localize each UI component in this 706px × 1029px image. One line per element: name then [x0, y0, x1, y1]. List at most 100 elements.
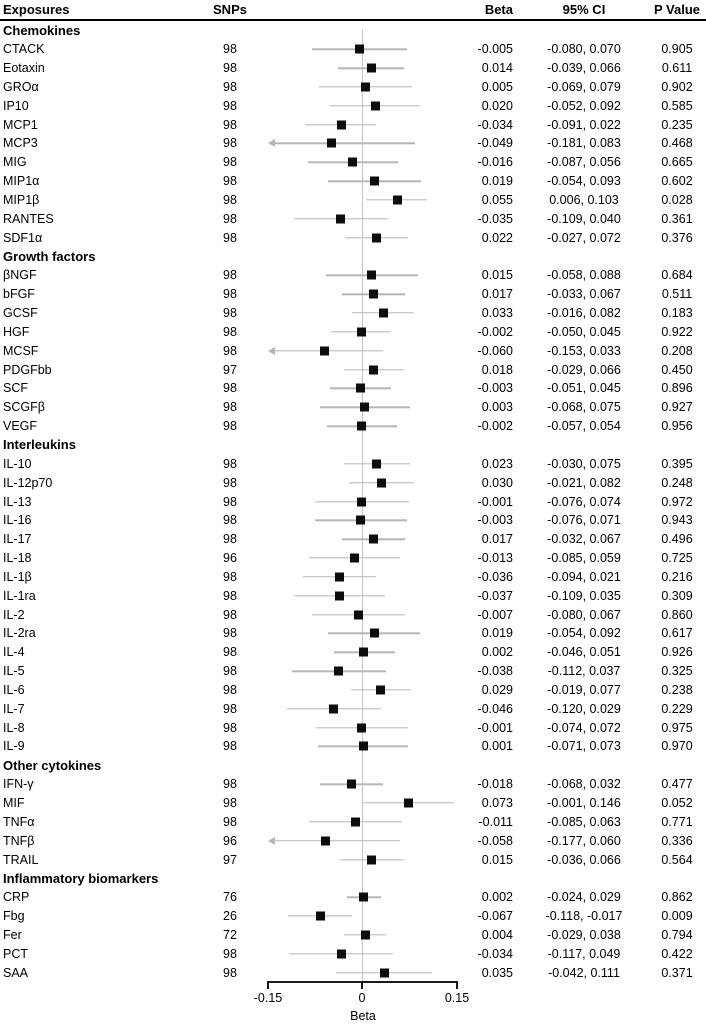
ci-value: -0.050, 0.045	[547, 324, 621, 339]
p-value: 0.902	[661, 79, 693, 94]
ci-value: -0.112, 0.037	[547, 664, 621, 679]
snps-value: 98	[223, 211, 237, 226]
table-row: CTACK 98 -0.005 -0.080, 0.070 0.905	[0, 40, 706, 59]
p-value: 0.309	[661, 588, 693, 603]
beta-point-marker	[334, 666, 344, 676]
ci-value: -0.024, 0.029	[547, 890, 621, 905]
ci-value: -0.019, 0.077	[547, 682, 621, 697]
p-value: 0.927	[661, 400, 693, 415]
exposure-label: TNFα	[3, 814, 35, 829]
ci-plot-cell	[260, 699, 462, 718]
exposure-label: CRP	[3, 890, 30, 905]
ci-value: -0.021, 0.082	[547, 475, 621, 490]
table-row: MCP3 98 -0.049 -0.181, 0.083 0.468	[0, 134, 706, 153]
exposure-label: SCGFβ	[3, 400, 45, 415]
ci-value: -0.027, 0.072	[547, 230, 621, 245]
beta-point-marker	[380, 968, 390, 978]
table-row: PDGFbb 97 0.018 -0.029, 0.066 0.450	[0, 360, 706, 379]
beta-point-marker	[334, 591, 344, 601]
beta-point-marker	[369, 365, 379, 375]
p-value: 0.361	[661, 211, 693, 226]
exposure-label: IL-1β	[3, 569, 32, 584]
beta-value: -0.018	[477, 777, 513, 792]
ci-plot-cell	[260, 209, 462, 228]
table-row: GROα 98 0.005 -0.069, 0.079 0.902	[0, 78, 706, 97]
ci-plot-cell	[260, 775, 462, 794]
beta-value: -0.011	[478, 814, 513, 829]
beta-point-marker	[336, 949, 346, 959]
p-value: 0.794	[661, 927, 693, 942]
beta-value: -0.060	[477, 343, 513, 358]
ci-value: -0.074, 0.072	[547, 720, 621, 735]
p-value: 0.336	[661, 833, 693, 848]
p-value: 0.926	[661, 645, 693, 660]
table-row: MIF 98 0.073 -0.001, 0.146 0.052	[0, 794, 706, 813]
beta-point-marker	[335, 214, 345, 224]
p-value: 0.564	[661, 852, 693, 867]
ci-plot-cell	[260, 549, 462, 568]
beta-point-marker	[378, 308, 388, 318]
table-row: CRP 76 0.002 -0.024, 0.029 0.862	[0, 888, 706, 907]
ci-value: -0.080, 0.070	[547, 42, 621, 57]
ci-plot-cell	[260, 963, 462, 982]
ci-plot-cell	[260, 907, 462, 926]
ci-value: -0.087, 0.056	[547, 155, 621, 170]
x-tick-label-zero: 0	[358, 991, 366, 1005]
beta-value: -0.002	[477, 419, 513, 434]
ci-plot-cell	[260, 662, 462, 681]
beta-point-marker	[376, 685, 386, 695]
exposure-label: IL-5	[3, 664, 25, 679]
beta-point-marker	[360, 930, 370, 940]
exposure-label: IL-2ra	[3, 626, 36, 641]
p-value: 0.862	[661, 890, 693, 905]
beta-value: -0.002	[477, 324, 513, 339]
ci-value: -0.076, 0.074	[547, 494, 621, 509]
table-row: SCF 98 -0.003 -0.051, 0.045 0.896	[0, 379, 706, 398]
ci-value: -0.046, 0.051	[547, 645, 621, 660]
ci-value: -0.076, 0.071	[547, 513, 621, 528]
exposure-label: IL-6	[3, 682, 25, 697]
p-value: 0.052	[661, 796, 693, 811]
ci-value: -0.051, 0.045	[547, 381, 621, 396]
snps-value: 98	[223, 682, 237, 697]
snps-value: 98	[223, 136, 237, 151]
p-value: 0.238	[661, 682, 693, 697]
snps-value: 98	[223, 739, 237, 754]
ci-plot-cell	[260, 78, 462, 97]
snps-value: 98	[223, 419, 237, 434]
snps-value: 98	[223, 174, 237, 189]
beta-value: -0.001	[477, 494, 513, 509]
beta-point-marker	[354, 44, 364, 54]
exposure-label: MIG	[3, 155, 27, 170]
snps-value: 98	[223, 381, 237, 396]
beta-point-marker	[403, 798, 413, 808]
ci-value: -0.071, 0.073	[547, 739, 621, 754]
exposure-label: MCP3	[3, 136, 38, 151]
ci-value: -0.177, 0.060	[547, 833, 621, 848]
beta-point-marker	[335, 572, 345, 582]
ci-plot-cell	[260, 492, 462, 511]
ci-clip-arrow-left-icon	[268, 346, 275, 355]
ci-plot-cell	[260, 737, 462, 756]
beta-point-marker	[359, 647, 369, 657]
snps-value: 98	[223, 287, 237, 302]
p-value: 0.248	[661, 475, 693, 490]
beta-point-marker	[320, 346, 330, 356]
section-label: Interleukins	[3, 437, 76, 453]
ci-value: -0.001, 0.146	[547, 796, 621, 811]
beta-point-marker	[366, 63, 376, 73]
snps-value: 98	[223, 306, 237, 321]
beta-point-marker	[357, 497, 367, 507]
ci-plot-cell	[260, 191, 462, 210]
table-row: IP10 98 0.020 -0.052, 0.092 0.585	[0, 96, 706, 115]
p-value: 0.208	[661, 343, 693, 358]
ci-plot-cell	[260, 172, 462, 191]
beta-point-marker	[336, 120, 346, 130]
x-tick-label-max: 0.15	[444, 991, 470, 1005]
section-label: Chemokines	[3, 22, 81, 38]
p-value: 0.725	[661, 551, 693, 566]
ci-plot-cell	[260, 341, 462, 360]
ci-plot-cell	[260, 454, 462, 473]
exposure-label: VEGF	[3, 419, 38, 434]
beta-point-marker	[353, 610, 363, 620]
